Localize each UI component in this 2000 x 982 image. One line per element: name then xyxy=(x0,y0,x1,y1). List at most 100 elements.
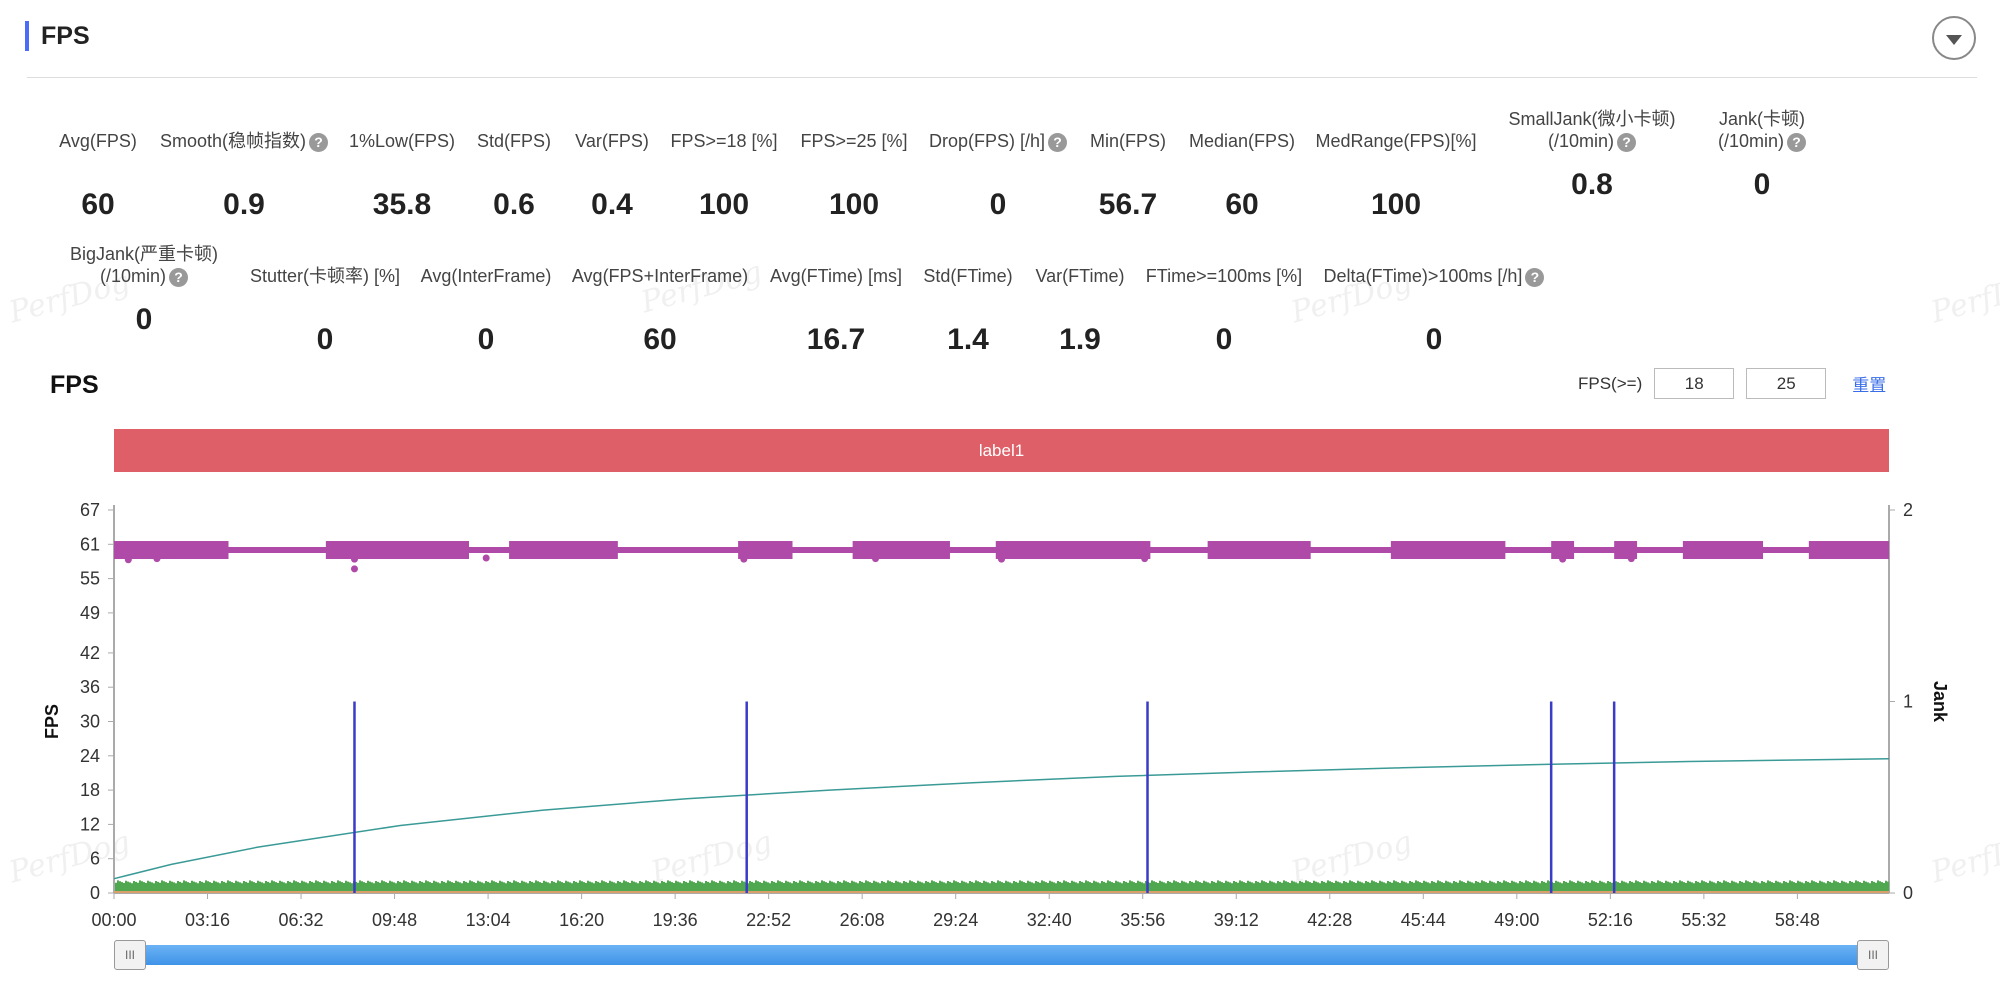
scroller-left-handle[interactable]: III xyxy=(114,940,146,970)
metric-row1-2: 1%Low(FPS) 35.8 xyxy=(272,130,532,230)
metric-row2-0: BigJank(严重卡顿) (/10min)? 0 xyxy=(14,243,274,343)
metric-value: 100 xyxy=(828,188,880,221)
help-icon[interactable]: ? xyxy=(1048,132,1068,152)
fps-dense-segment xyxy=(738,541,793,560)
time-range-scroller[interactable]: III III xyxy=(114,940,1889,970)
metric-value: 60 xyxy=(1225,188,1259,221)
metric-value: 56.7 xyxy=(1098,188,1158,221)
accent-bar xyxy=(25,21,29,51)
y-tick-label: 18 xyxy=(80,780,100,800)
metric-value: 0 xyxy=(1215,323,1233,356)
metric-row2-3: Avg(FPS+InterFrame) 60 xyxy=(530,265,790,365)
metric-row1-11: SmallJank(微小卡顿) (/10min)? 0.8 xyxy=(1462,108,1722,208)
x-tick-label: 00:00 xyxy=(91,910,136,930)
label-band[interactable]: label1 xyxy=(114,429,1889,472)
metric-value: 1.4 xyxy=(947,323,989,356)
y2-axis-title: Jank xyxy=(1930,681,1950,723)
metric-value: 0.8 xyxy=(1571,168,1613,201)
metric-value: 0 xyxy=(316,323,334,356)
metric-label: FTime>=100ms [%] xyxy=(1145,266,1303,286)
fps-point xyxy=(998,555,1005,563)
x-tick-label: 55:32 xyxy=(1681,910,1726,930)
metric-row1-6: FPS>=25 [%] 100 xyxy=(724,130,984,230)
metric-label: BigJank(严重卡顿) (/10min)? xyxy=(69,244,219,287)
metric-row1-9: Median(FPS) 60 xyxy=(1112,130,1372,230)
fps-dense-segment xyxy=(1682,541,1764,560)
metric-row2-1: Stutter(卡顿率) [%] 0 xyxy=(195,265,455,365)
metric-value: 0 xyxy=(135,303,153,336)
metric-value: 60 xyxy=(81,188,115,221)
chart-title: FPS xyxy=(50,371,99,399)
metric-label: Var(FPS) xyxy=(575,131,649,151)
metric-row1-8: Min(FPS) 56.7 xyxy=(998,130,1258,230)
x-tick-label: 06:32 xyxy=(279,910,324,930)
metric-value: 0 xyxy=(989,188,1007,221)
help-icon[interactable]: ? xyxy=(1617,132,1636,152)
metric-row1-10: MedRange(FPS)[%] 100 xyxy=(1266,130,1526,230)
y2-tick-label: 2 xyxy=(1903,500,1913,520)
y-tick-label: 61 xyxy=(80,534,100,554)
scroller-right-handle[interactable]: III xyxy=(1857,940,1889,970)
x-tick-label: 03:16 xyxy=(185,910,230,930)
fps-dense-segment xyxy=(1808,541,1889,560)
metric-value: 100 xyxy=(698,188,750,221)
collapse-toggle-button[interactable] xyxy=(1932,16,1976,60)
metric-row1-1: Smooth(稳帧指数)? 0.9 xyxy=(114,130,374,230)
y-tick-label: 0 xyxy=(90,883,100,903)
y-tick-label: 67 xyxy=(80,500,100,520)
metric-row2-6: Var(FTime) 1.9 xyxy=(950,265,1210,365)
metric-label: Median(FPS) xyxy=(1188,131,1296,151)
metric-label: Avg(FPS+InterFrame) xyxy=(571,266,749,286)
metric-value: 0 xyxy=(1753,168,1771,201)
help-icon[interactable]: ? xyxy=(1525,267,1545,287)
metric-row1-3: Std(FPS) 0.6 xyxy=(384,130,644,230)
perfdog-watermark: PerfDog xyxy=(1287,824,1416,891)
fps-dense-segment xyxy=(1207,541,1311,560)
x-tick-label: 42:28 xyxy=(1307,910,1352,930)
x-tick-label: 49:00 xyxy=(1494,910,1539,930)
help-icon[interactable]: ? xyxy=(169,267,188,287)
metric-row2-2: Avg(InterFrame) 0 xyxy=(356,265,616,365)
metric-value: 0.9 xyxy=(223,188,265,221)
y-axis-title: FPS xyxy=(42,704,62,739)
fps-point xyxy=(482,554,490,562)
x-tick-label: 19:36 xyxy=(653,910,698,930)
y-tick-label: 49 xyxy=(80,603,100,623)
fps-point xyxy=(124,556,132,564)
metric-row2-8: Delta(FTime)>100ms [/h]? 0 xyxy=(1304,265,1564,365)
help-icon[interactable]: ? xyxy=(1787,132,1806,152)
help-icon[interactable]: ? xyxy=(309,132,329,152)
metric-row1-4: Var(FPS) 0.4 xyxy=(482,130,742,230)
metric-label: Drop(FPS) [/h]? xyxy=(868,130,1128,152)
metric-label: Stutter(卡顿率) [%] xyxy=(249,266,401,286)
metric-label: Avg(FTime) [ms] xyxy=(769,266,902,286)
x-tick-label: 39:12 xyxy=(1214,910,1259,930)
fps-threshold-label: FPS(>=) xyxy=(1578,373,1643,393)
metric-label: Delta(FTime)>100ms [/h]? xyxy=(1304,265,1564,287)
perfdog-watermark: PerfDog xyxy=(1927,264,2000,331)
metric-row2-4: Avg(FTime) [ms] 16.7 xyxy=(706,265,966,365)
metric-value: 0.6 xyxy=(493,188,535,221)
metric-value: 60 xyxy=(643,323,677,356)
metric-label: FPS>=25 [%] xyxy=(800,131,908,151)
fps-threshold-input-2[interactable] xyxy=(1746,368,1827,399)
x-tick-label: 26:08 xyxy=(840,910,885,930)
perfdog-watermark: PerfDog xyxy=(1927,824,2000,891)
metric-label: Avg(InterFrame) xyxy=(420,266,552,286)
fps-dense-segment xyxy=(114,541,229,560)
reset-link[interactable]: 重置 xyxy=(1852,376,1887,395)
y-tick-label: 6 xyxy=(90,849,100,869)
x-tick-label: 22:52 xyxy=(746,910,791,930)
fps-dense-segment xyxy=(509,541,618,560)
metric-label: SmallJank(微小卡顿) (/10min)? xyxy=(1508,109,1676,152)
section-title: FPS xyxy=(41,21,90,50)
fps-dense-segment xyxy=(1390,541,1506,560)
metric-row1-0: Avg(FPS) 60 xyxy=(0,130,228,230)
metric-label: Smooth(稳帧指数)? xyxy=(114,130,374,152)
metric-label: MedRange(FPS)[%] xyxy=(1315,131,1477,151)
metric-value: 0 xyxy=(477,323,495,356)
scroller-track[interactable] xyxy=(114,945,1889,965)
metric-label: FPS>=18 [%] xyxy=(670,131,778,151)
fps-threshold-input-1[interactable] xyxy=(1654,368,1735,399)
section-header: FPS xyxy=(25,18,90,54)
